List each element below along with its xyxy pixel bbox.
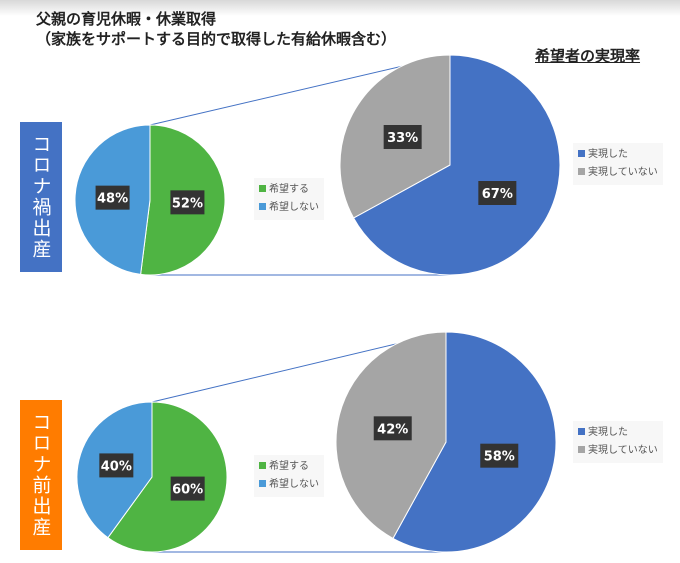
legend-item: 希望しない — [259, 199, 319, 217]
legend-big-1: 実現した実現していない — [573, 143, 663, 185]
legend-label: 実現した — [588, 427, 628, 438]
data-label-box — [373, 416, 412, 441]
data-label-box — [170, 476, 205, 501]
legend-swatch — [259, 185, 266, 192]
legend-label: 実現していない — [588, 167, 658, 178]
chart-title: 父親の育児休暇・休業取得 — [36, 10, 217, 28]
data-label-box — [383, 125, 422, 150]
data-label: 40% — [101, 459, 132, 474]
legend-item: 実現していない — [578, 164, 658, 182]
legend-swatch — [578, 150, 585, 157]
legend-swatch — [259, 480, 266, 487]
chart-subtitle: （家族をサポートする目的で取得した有給休暇含む） — [36, 30, 397, 48]
data-label-box — [480, 443, 519, 468]
section-label-corona: コロナ禍出産 — [20, 122, 62, 272]
legend-label: 希望する — [269, 461, 309, 472]
legend-swatch — [578, 428, 585, 435]
legend-item: 希望する — [259, 181, 319, 199]
data-label: 52% — [172, 196, 203, 211]
legend-item: 実現していない — [578, 442, 658, 460]
legend-item: 希望する — [259, 458, 319, 476]
legend-label: 希望する — [269, 184, 309, 195]
data-label-box — [95, 185, 130, 210]
pie-slice — [352, 54, 561, 276]
legend-item: 実現した — [578, 146, 658, 164]
legend-swatch — [578, 446, 585, 453]
data-label: 58% — [484, 450, 515, 465]
legend-big-2: 実現した実現していない — [573, 421, 663, 463]
data-label-box — [170, 190, 205, 215]
section-label-pre-corona: コロナ前出産 — [20, 400, 62, 550]
pie-slice — [107, 401, 228, 553]
data-label: 48% — [97, 192, 128, 207]
legend-swatch — [259, 462, 266, 469]
top-bar — [0, 0, 680, 16]
legend-small-2: 希望する 希望しない — [254, 455, 324, 497]
data-label: 42% — [377, 422, 408, 437]
legend-label: 実現した — [588, 149, 628, 160]
data-label: 33% — [387, 131, 418, 146]
data-label-box — [478, 180, 517, 205]
data-label-box — [99, 453, 134, 478]
data-label: 60% — [172, 483, 203, 498]
legend-swatch — [578, 168, 585, 175]
legend-swatch — [259, 203, 266, 210]
legend-label: 実現していない — [588, 445, 658, 456]
pie-slice — [392, 331, 557, 553]
legend-item: 希望しない — [259, 476, 319, 494]
data-label: 67% — [482, 187, 513, 202]
legend-label: 希望しない — [269, 202, 319, 213]
legend-item: 実現した — [578, 424, 658, 442]
right-title: 希望者の実現率 — [535, 47, 641, 65]
legend-label: 希望しない — [269, 479, 319, 490]
legend-small-1: 希望する 希望しない — [254, 178, 324, 220]
